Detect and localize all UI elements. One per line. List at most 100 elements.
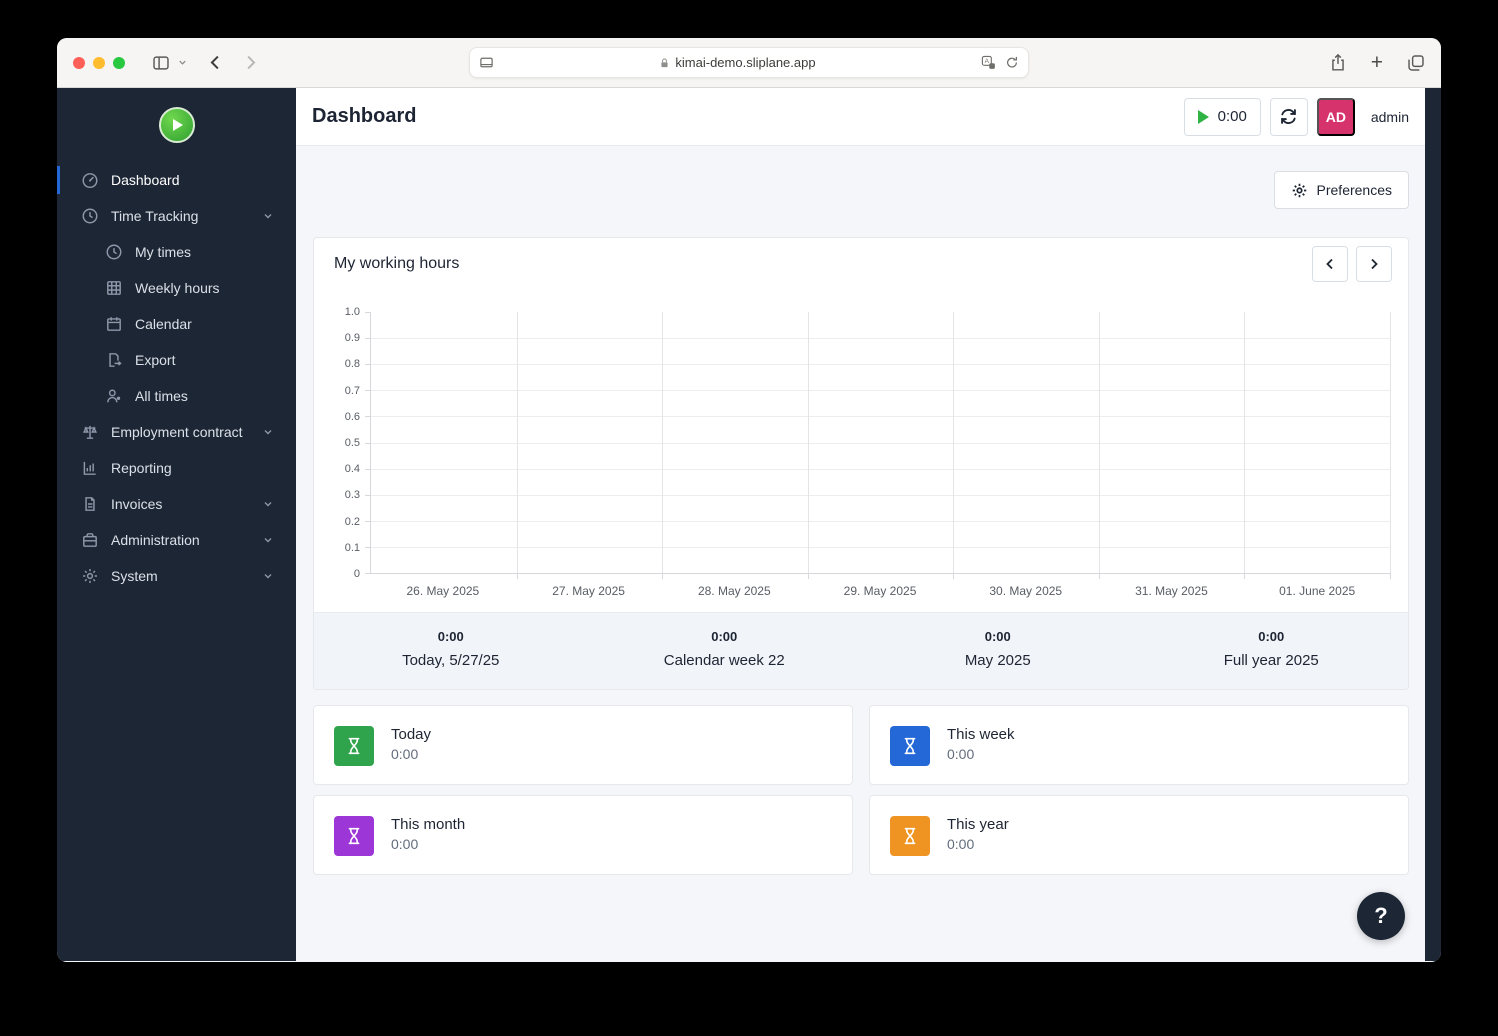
- gear-icon: [81, 567, 99, 585]
- sidebar-item-label: System: [111, 568, 158, 584]
- sidebar-item-label: All times: [135, 388, 188, 404]
- stat-card-this-week: This week 0:00: [869, 705, 1409, 785]
- gridline-vertical: [1244, 312, 1246, 573]
- header-actions: 0:00 AD admin: [1183, 97, 1409, 136]
- forward-icon[interactable]: [241, 53, 260, 72]
- gridline-horizontal: [371, 390, 1390, 392]
- stat-card-title: Today: [391, 726, 432, 743]
- stat-card-title: This week: [947, 726, 1015, 743]
- sidebar-item-weekly-hours[interactable]: Weekly hours: [57, 270, 296, 306]
- sidebar-item-reporting[interactable]: Reporting: [57, 450, 296, 486]
- y-tick-label: 0.4: [344, 463, 360, 476]
- y-tick-mark: [365, 468, 371, 470]
- summary-label: Calendar week 22: [663, 652, 785, 669]
- x-tick-label: 28. May 2025: [697, 584, 771, 598]
- sidebar-item-export[interactable]: Export: [57, 342, 296, 378]
- sidebar-toggle-icon[interactable]: [151, 54, 171, 72]
- minimize-window-button[interactable]: [93, 56, 105, 69]
- chevron-down-icon: [262, 534, 274, 546]
- page-title: Dashboard: [312, 105, 417, 127]
- sidebar-item-all-times[interactable]: All times: [57, 378, 296, 414]
- gauge-icon: [81, 171, 99, 189]
- back-icon[interactable]: [206, 53, 225, 72]
- sidebar-item-my-times[interactable]: My times: [57, 234, 296, 270]
- reload-icon[interactable]: [1005, 55, 1019, 70]
- x-tick-mark: [1390, 573, 1391, 579]
- summary-label: Today, 5/27/25: [402, 652, 500, 669]
- browser-window: kimai-demo.sliplane.app A: [57, 38, 1441, 962]
- summary-value: 0:00: [984, 629, 1011, 644]
- refresh-button[interactable]: [1269, 97, 1308, 136]
- y-tick-label: 0.9: [344, 332, 360, 345]
- sidebar-item-label: Employment contract: [111, 424, 243, 440]
- sidebar-item-system[interactable]: System: [57, 558, 296, 594]
- sidebar-item-employment-contract[interactable]: Employment contract: [57, 414, 296, 450]
- x-tick-mark: [807, 573, 809, 579]
- main-area: Dashboard 0:00 AD admin: [296, 88, 1425, 961]
- svg-text:A: A: [985, 58, 990, 65]
- y-tick-mark: [365, 364, 371, 366]
- sidebar-item-time-tracking[interactable]: Time Tracking: [57, 198, 296, 234]
- stat-card-value: 0:00: [391, 836, 419, 852]
- y-tick-label: 0.3: [344, 489, 360, 502]
- sidebar-item-invoices[interactable]: Invoices: [57, 486, 296, 522]
- x-tick-label: 27. May 2025: [552, 584, 625, 598]
- translate-icon[interactable]: A: [981, 55, 996, 70]
- users-icon: [105, 387, 123, 405]
- sidebar-item-label: Invoices: [111, 496, 163, 512]
- gridline-vertical: [662, 312, 664, 573]
- new-tab-icon[interactable]: +: [1370, 51, 1383, 74]
- zoom-window-button[interactable]: [113, 56, 125, 69]
- chevron-down-icon[interactable]: [177, 57, 188, 68]
- y-tick-mark: [365, 442, 371, 444]
- chevron-down-icon: [262, 498, 274, 510]
- preferences-button[interactable]: Preferences: [1273, 171, 1409, 209]
- sidebar-item-administration[interactable]: Administration: [57, 522, 296, 558]
- close-window-button[interactable]: [73, 56, 85, 69]
- working-hours-card: My working hours 0 0.1 0.2 0.3 0.4 0.5 0.6 0.7 0…: [313, 237, 1409, 690]
- hourglass-icon: [334, 726, 374, 766]
- y-tick-label: 0.7: [344, 384, 360, 397]
- calendar-icon: [105, 315, 123, 333]
- start-timer-button[interactable]: 0:00: [1183, 97, 1261, 136]
- y-tick-label: 0.6: [344, 410, 360, 423]
- username: admin: [1370, 108, 1409, 125]
- timer-value: 0:00: [1217, 108, 1247, 125]
- x-tick-mark: [1098, 573, 1100, 579]
- y-tick-label: 0.2: [344, 515, 360, 528]
- sidebar: Dashboard Time Tracking My times Weekly hou…: [57, 88, 296, 961]
- chevron-down-icon: [262, 570, 274, 582]
- y-tick-mark: [365, 312, 371, 313]
- hourglass-icon: [890, 726, 930, 766]
- gridline-horizontal: [371, 520, 1390, 522]
- help-button[interactable]: ?: [1357, 892, 1405, 940]
- stat-card-this-year: This year 0:00: [869, 795, 1409, 875]
- sidebar-item-dashboard[interactable]: Dashboard: [57, 162, 296, 198]
- tab-overview-icon[interactable]: [1407, 54, 1425, 72]
- working-hours-summary: 0:00 Today, 5/27/25 0:00 Calendar week 22 0:…: [314, 612, 1408, 689]
- traffic-lights: [73, 56, 125, 69]
- user-avatar[interactable]: AD: [1316, 97, 1355, 136]
- page-settings-icon[interactable]: [479, 55, 494, 70]
- share-icon[interactable]: [1329, 53, 1347, 72]
- preferences-label: Preferences: [1316, 182, 1392, 198]
- report-icon: [81, 459, 99, 477]
- sidebar-item-label: Administration: [111, 532, 200, 548]
- gridline-horizontal: [371, 546, 1390, 548]
- sidebar-item-label: My times: [135, 244, 191, 260]
- address-bar[interactable]: kimai-demo.sliplane.app A: [469, 47, 1029, 78]
- hourglass-icon: [890, 816, 930, 856]
- sidebar-item-calendar[interactable]: Calendar: [57, 306, 296, 342]
- summary-may-2025: 0:00 May 2025: [861, 629, 1135, 669]
- kimai-logo[interactable]: [158, 107, 195, 143]
- y-tick-mark: [365, 546, 371, 548]
- clock-icon: [105, 243, 123, 261]
- y-tick-mark: [365, 520, 371, 522]
- summary-value: 0:00: [1258, 629, 1285, 644]
- sidebar-item-label: Export: [135, 352, 176, 368]
- stat-card-title: This month: [391, 816, 466, 833]
- previous-period-button[interactable]: [1312, 246, 1348, 282]
- x-tick-mark: [1244, 573, 1246, 579]
- y-tick-label: 0.5: [344, 437, 360, 449]
- next-period-button[interactable]: [1356, 246, 1392, 282]
